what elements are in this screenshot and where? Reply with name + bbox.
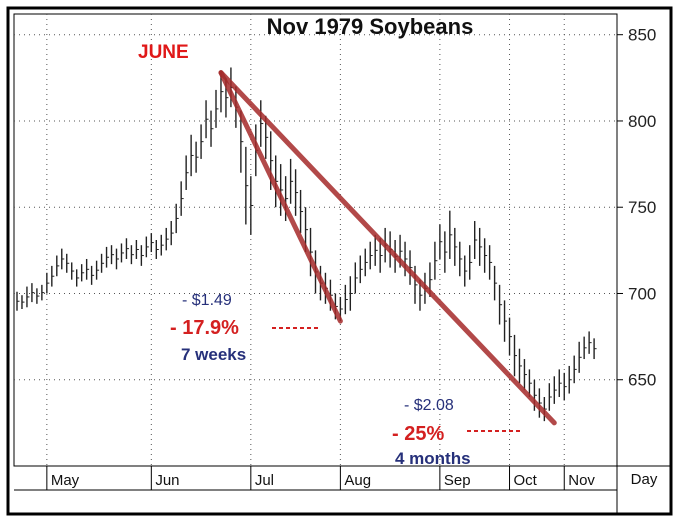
trend-line	[218, 70, 557, 426]
first-duration-label: 7 weeks	[181, 345, 246, 364]
x-tick-label: Jun	[155, 472, 179, 489]
y-axis-ticks: 650 700 750 800 850	[617, 26, 656, 390]
second-percent-label: - 25%	[392, 423, 444, 445]
x-period-label: Day	[631, 471, 658, 488]
trend-lines	[218, 70, 557, 426]
y-tick-label: 700	[628, 284, 656, 303]
y-tick-label: 800	[628, 112, 656, 131]
x-axis-ticks: May Jun Jul Aug Sep Oct Nov	[46, 466, 595, 490]
x-tick-label: Nov	[568, 472, 595, 489]
x-tick-label: Oct	[514, 472, 538, 489]
second-duration-label: 4 months	[395, 449, 471, 468]
y-tick-label: 650	[628, 371, 656, 390]
trend-line	[218, 70, 343, 324]
plot-area	[13, 13, 618, 467]
first-percent-label: - 17.9%	[170, 317, 239, 339]
x-tick-label: May	[51, 472, 80, 489]
price-bars	[16, 67, 597, 422]
x-tick-label: Jul	[255, 472, 274, 489]
second-change-label: - $2.08	[404, 397, 454, 414]
y-tick-label: 750	[628, 198, 656, 217]
x-tick-label: Aug	[344, 472, 371, 489]
chart-title: Nov 1979 Soybeans	[267, 14, 474, 39]
first-change-label: - $1.49	[182, 292, 232, 309]
peak-label: JUNE	[138, 42, 189, 63]
y-tick-label: 850	[628, 26, 656, 45]
x-tick-label: Sep	[444, 472, 471, 489]
